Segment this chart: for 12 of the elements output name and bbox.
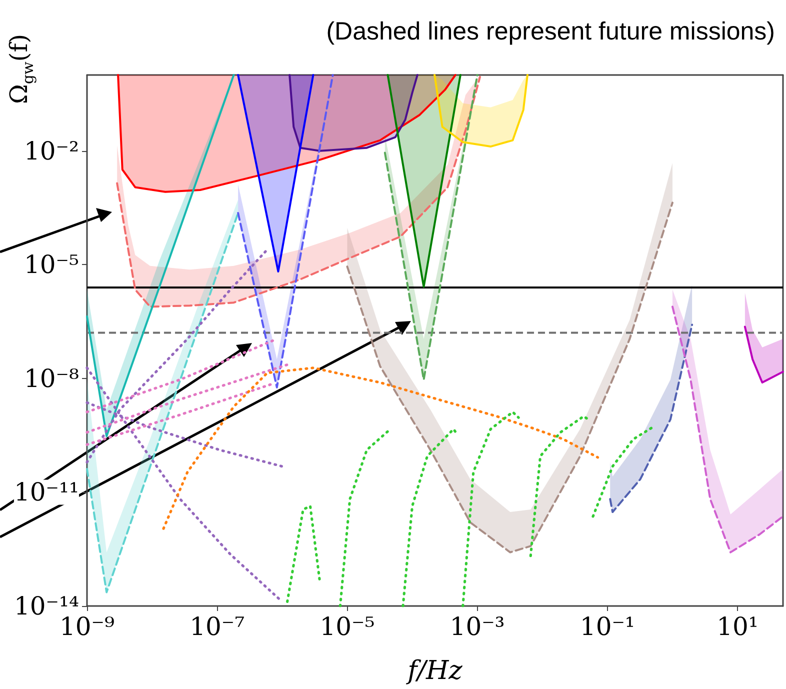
line-series [592, 426, 654, 518]
y-tick-label: 10⁻¹¹ [14, 478, 79, 507]
y-tick-label: 10⁻⁸ [24, 364, 79, 393]
chart-title: (Dashed lines represent future missions) [326, 18, 776, 46]
x-tick-label: 10⁻⁵ [320, 612, 375, 641]
y-tick-label: 10⁻² [24, 136, 79, 166]
x-tick-label: 10⁻³ [450, 612, 505, 641]
y-tick-label: 10⁻⁵ [24, 250, 79, 280]
x-tick-label: 10¹ [716, 612, 758, 641]
x-axis-title: f/Hz [406, 656, 463, 686]
x-tick-label: 10⁻¹ [580, 612, 635, 641]
x-tick-label: 10⁻⁷ [190, 612, 245, 641]
